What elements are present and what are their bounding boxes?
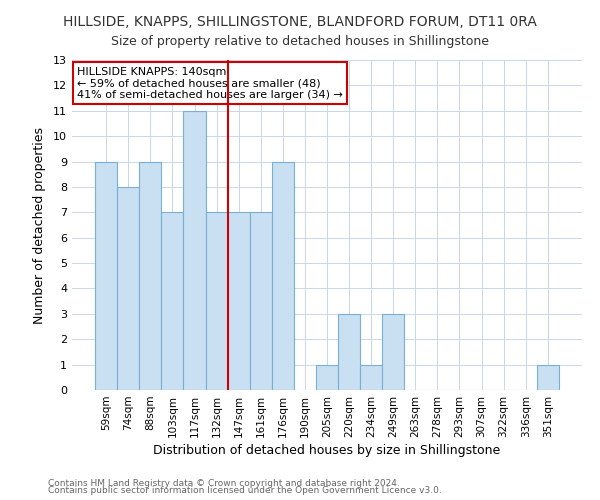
Y-axis label: Number of detached properties: Number of detached properties [33,126,46,324]
Bar [272,162,294,390]
Text: HILLSIDE KNAPPS: 140sqm
← 59% of detached houses are smaller (48)
41% of semi-de: HILLSIDE KNAPPS: 140sqm ← 59% of detache… [77,66,343,100]
Bar [316,364,338,390]
Text: Contains public sector information licensed under the Open Government Licence v3: Contains public sector information licen… [48,486,442,495]
Bar [382,314,404,390]
Bar [360,364,382,390]
Bar [250,212,272,390]
Bar [95,162,117,390]
Bar [338,314,360,390]
Bar [184,111,206,390]
Bar [117,187,139,390]
X-axis label: Distribution of detached houses by size in Shillingstone: Distribution of detached houses by size … [154,444,500,457]
Text: HILLSIDE, KNAPPS, SHILLINGSTONE, BLANDFORD FORUM, DT11 0RA: HILLSIDE, KNAPPS, SHILLINGSTONE, BLANDFO… [63,15,537,29]
Bar [139,162,161,390]
Bar [227,212,250,390]
Text: Size of property relative to detached houses in Shillingstone: Size of property relative to detached ho… [111,35,489,48]
Text: Contains HM Land Registry data © Crown copyright and database right 2024.: Contains HM Land Registry data © Crown c… [48,478,400,488]
Bar [206,212,227,390]
Bar [537,364,559,390]
Bar [161,212,184,390]
